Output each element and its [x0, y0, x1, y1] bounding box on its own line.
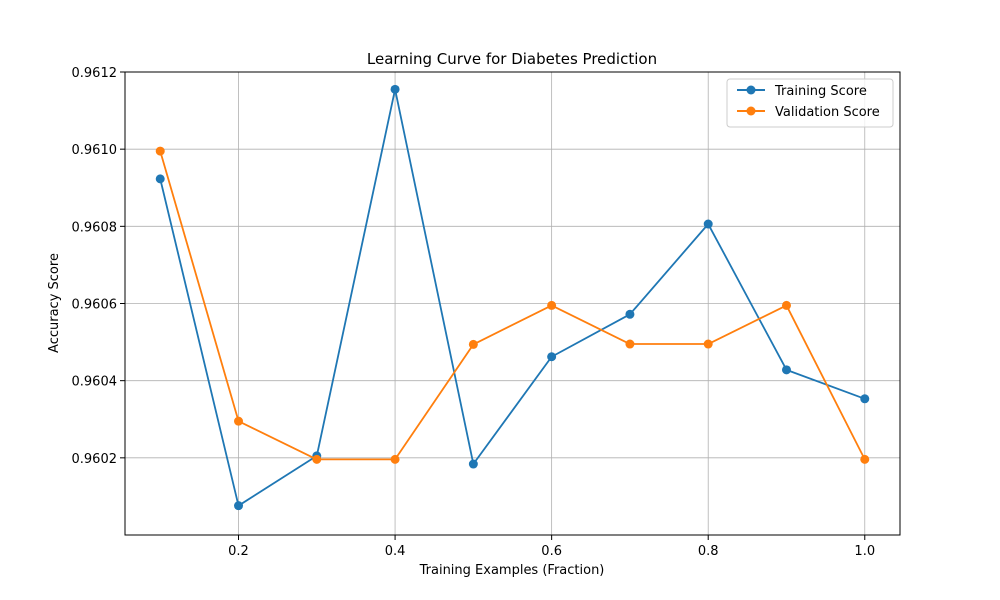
data-point-training [703, 219, 713, 229]
x-tick-label: 0.6 [541, 544, 562, 559]
axis-ticks: 0.2 0.4 0.6 0.8 1.0 0.9602 0.9604 0.9606 0.9608 0… [72, 66, 876, 559]
series-line-validation [159, 150, 866, 461]
x-tick-label: 0.8 [698, 544, 719, 559]
data-point-validation [468, 339, 478, 349]
series-line-training [159, 88, 866, 507]
legend-label-training: Training Score [774, 84, 867, 99]
y-tick-label: 0.9608 [72, 220, 118, 235]
legend-label-validation: Validation Score [775, 105, 880, 120]
y-tick-label: 0.9604 [72, 375, 118, 390]
y-tick-label: 0.9606 [72, 298, 118, 313]
data-point-validation [860, 454, 870, 464]
y-tick-label: 0.9610 [72, 143, 118, 158]
data-point-validation [155, 146, 165, 156]
legend-box [726, 78, 894, 128]
x-tick-label: 0.4 [385, 544, 406, 559]
legend: Training Score Validation Score [726, 78, 894, 128]
data-point-validation [781, 300, 791, 310]
y-axis-label: Accuracy Score [47, 253, 62, 353]
data-point-training [860, 394, 870, 404]
data-point-training [468, 459, 478, 469]
x-tick-label: 0.2 [228, 544, 249, 559]
x-tick-label: 1.0 [854, 544, 875, 559]
data-point-training [547, 352, 557, 362]
data-point-training [390, 84, 400, 94]
data-point-training [155, 174, 165, 184]
data-point-validation [312, 454, 322, 464]
series-layer [155, 84, 870, 511]
legend-marker-training [746, 85, 756, 95]
data-point-validation [625, 339, 635, 349]
y-tick-label: 0.9612 [72, 66, 118, 81]
data-point-training [781, 365, 791, 375]
data-point-training [625, 309, 635, 319]
data-point-validation [234, 416, 244, 426]
x-axis-label: Training Examples (Fraction) [419, 563, 605, 578]
data-point-validation [703, 339, 713, 349]
data-point-validation [547, 300, 557, 310]
chart-title: Learning Curve for Diabetes Prediction [367, 50, 657, 68]
data-point-training [234, 501, 244, 511]
legend-marker-validation [746, 106, 756, 116]
data-point-validation [390, 454, 400, 464]
y-tick-label: 0.9602 [72, 452, 118, 467]
